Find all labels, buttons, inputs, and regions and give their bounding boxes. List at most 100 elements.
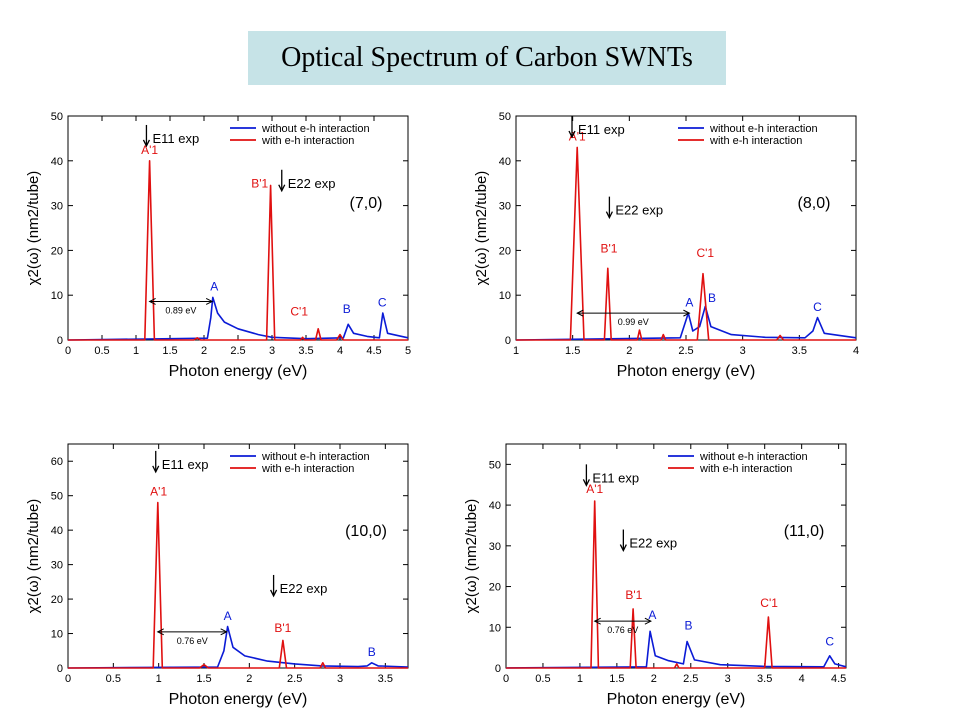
peak-label: A [685,295,693,309]
spacing-label: 0.99 eV [618,317,649,327]
spacing-label: 0.89 eV [165,305,196,315]
exp-energy-label: E11 exp [162,457,209,472]
exp-energy-label: E11 exp [152,131,199,146]
x-tick-label: 3.5 [298,345,313,357]
peak-label: B [708,291,716,305]
y-tick-label: 50 [499,111,511,123]
tube-label: (11,0) [784,523,825,540]
x-tick-label: 4 [337,345,343,357]
peak-label: B'1 [625,588,642,602]
y-tick-label: 10 [51,629,63,641]
y-tick-label: 30 [51,560,63,572]
peak-label: C'1 [290,304,308,318]
legend-label: with e-h interaction [709,135,802,147]
series-line-with-eh [506,500,846,669]
y-tick-label: 30 [489,541,501,553]
x-tick-label: 1 [133,345,139,357]
x-tick-label: 0 [503,673,509,685]
x-tick-label: 1 [156,673,162,685]
legend-label: with e-h interaction [699,463,792,475]
x-tick-label: 3.5 [378,673,393,685]
y-tick-label: 20 [51,245,63,257]
x-tick-label: 1.5 [196,673,211,685]
exp-arrow-head [605,211,613,220]
spacing-arrow-head-right [644,617,652,625]
x-tick-label: 5 [405,345,411,357]
y-tick-label: 10 [489,622,501,634]
y-tick-label: 50 [51,491,63,503]
exp-energy-label: E22 exp [280,581,328,596]
peak-label: A'1 [569,130,586,144]
peak-label: A [224,609,232,623]
spacing-arrow-head-left [593,617,601,625]
y-tick-label: 0 [505,335,511,347]
x-tick-label: 4.5 [831,673,846,685]
plot-frame [67,115,409,341]
exp-energy-label: E22 exp [288,176,336,191]
legend-label: without e-h interaction [261,123,370,135]
x-tick-label: 2.5 [230,345,245,357]
spacing-arrow-head-left [148,298,156,305]
peak-label: B'1 [274,621,291,635]
exp-arrow-head [278,184,286,193]
y-tick-label: 50 [489,459,501,471]
y-tick-label: 20 [499,245,511,257]
chart-panel-11-0: 0 0.5 1 1.5 2 2.5 3 3.5 4 4.5 0 10 20 30 40 50 Photon en… [463,443,847,708]
series-line-with-eh [68,501,408,669]
y-tick-label: 20 [489,582,501,594]
x-tick-label: 2.5 [287,673,302,685]
y-tick-label: 0 [57,335,63,347]
peak-label: B [685,618,693,632]
series-line-without-eh [505,630,847,669]
y-tick-label: 0 [495,663,501,675]
spacing-arrow-head-left [576,309,584,317]
x-tick-label: 3 [337,673,343,685]
peak-label: C'1 [696,246,714,260]
slide-title: Optical Spectrum of Carbon SWNTs [281,42,693,73]
x-tick-label: 2 [246,673,252,685]
x-tick-label: 3.5 [792,345,807,357]
peak-label: A'1 [150,485,167,499]
spacing-arrow-head-right [683,309,691,317]
y-tick-label: 40 [51,156,63,168]
series-line-without-eh [67,296,409,341]
peak-label: C'1 [760,596,778,610]
x-tick-label: 2 [201,345,207,357]
x-axis-label: Photon energy (eV) [169,363,308,380]
series-line-with-eh [68,159,408,341]
exp-energy-label: E22 exp [629,536,677,551]
y-axis-label: χ2(ω) (nm2/tube) [473,171,490,286]
series-line-without-eh [515,305,857,341]
x-tick-label: 2.5 [683,673,698,685]
exp-energy-label: E22 exp [615,203,663,218]
y-tick-label: 40 [489,500,501,512]
peak-label: A [648,608,656,622]
y-tick-label: 30 [51,201,63,213]
peak-label: C [813,300,822,314]
y-tick-label: 10 [51,290,63,302]
legend-label: without e-h interaction [699,451,808,463]
exp-arrow-head [582,479,590,487]
plot-frame [505,443,847,669]
y-tick-label: 40 [499,156,511,168]
x-tick-label: 4 [853,345,859,357]
x-tick-label: 1.5 [162,345,177,357]
peak-label: A'1 [586,482,603,496]
x-axis-label: Photon energy (eV) [169,691,308,708]
y-tick-label: 20 [51,594,63,606]
x-axis-label: Photon energy (eV) [617,363,756,380]
x-tick-label: 3.5 [757,673,772,685]
slide-title-box: Optical Spectrum of Carbon SWNTs [248,31,726,85]
peak-label: C [825,635,834,649]
y-tick-label: 60 [51,456,63,468]
x-tick-label: 3 [269,345,275,357]
y-tick-label: 10 [499,290,511,302]
x-axis-label: Photon energy (eV) [607,691,746,708]
series-line-with-eh [516,146,856,341]
tube-label: (7,0) [350,195,383,212]
tube-label: (10,0) [345,523,387,540]
peak-label: C [378,295,387,309]
series-line-without-eh [67,625,409,669]
